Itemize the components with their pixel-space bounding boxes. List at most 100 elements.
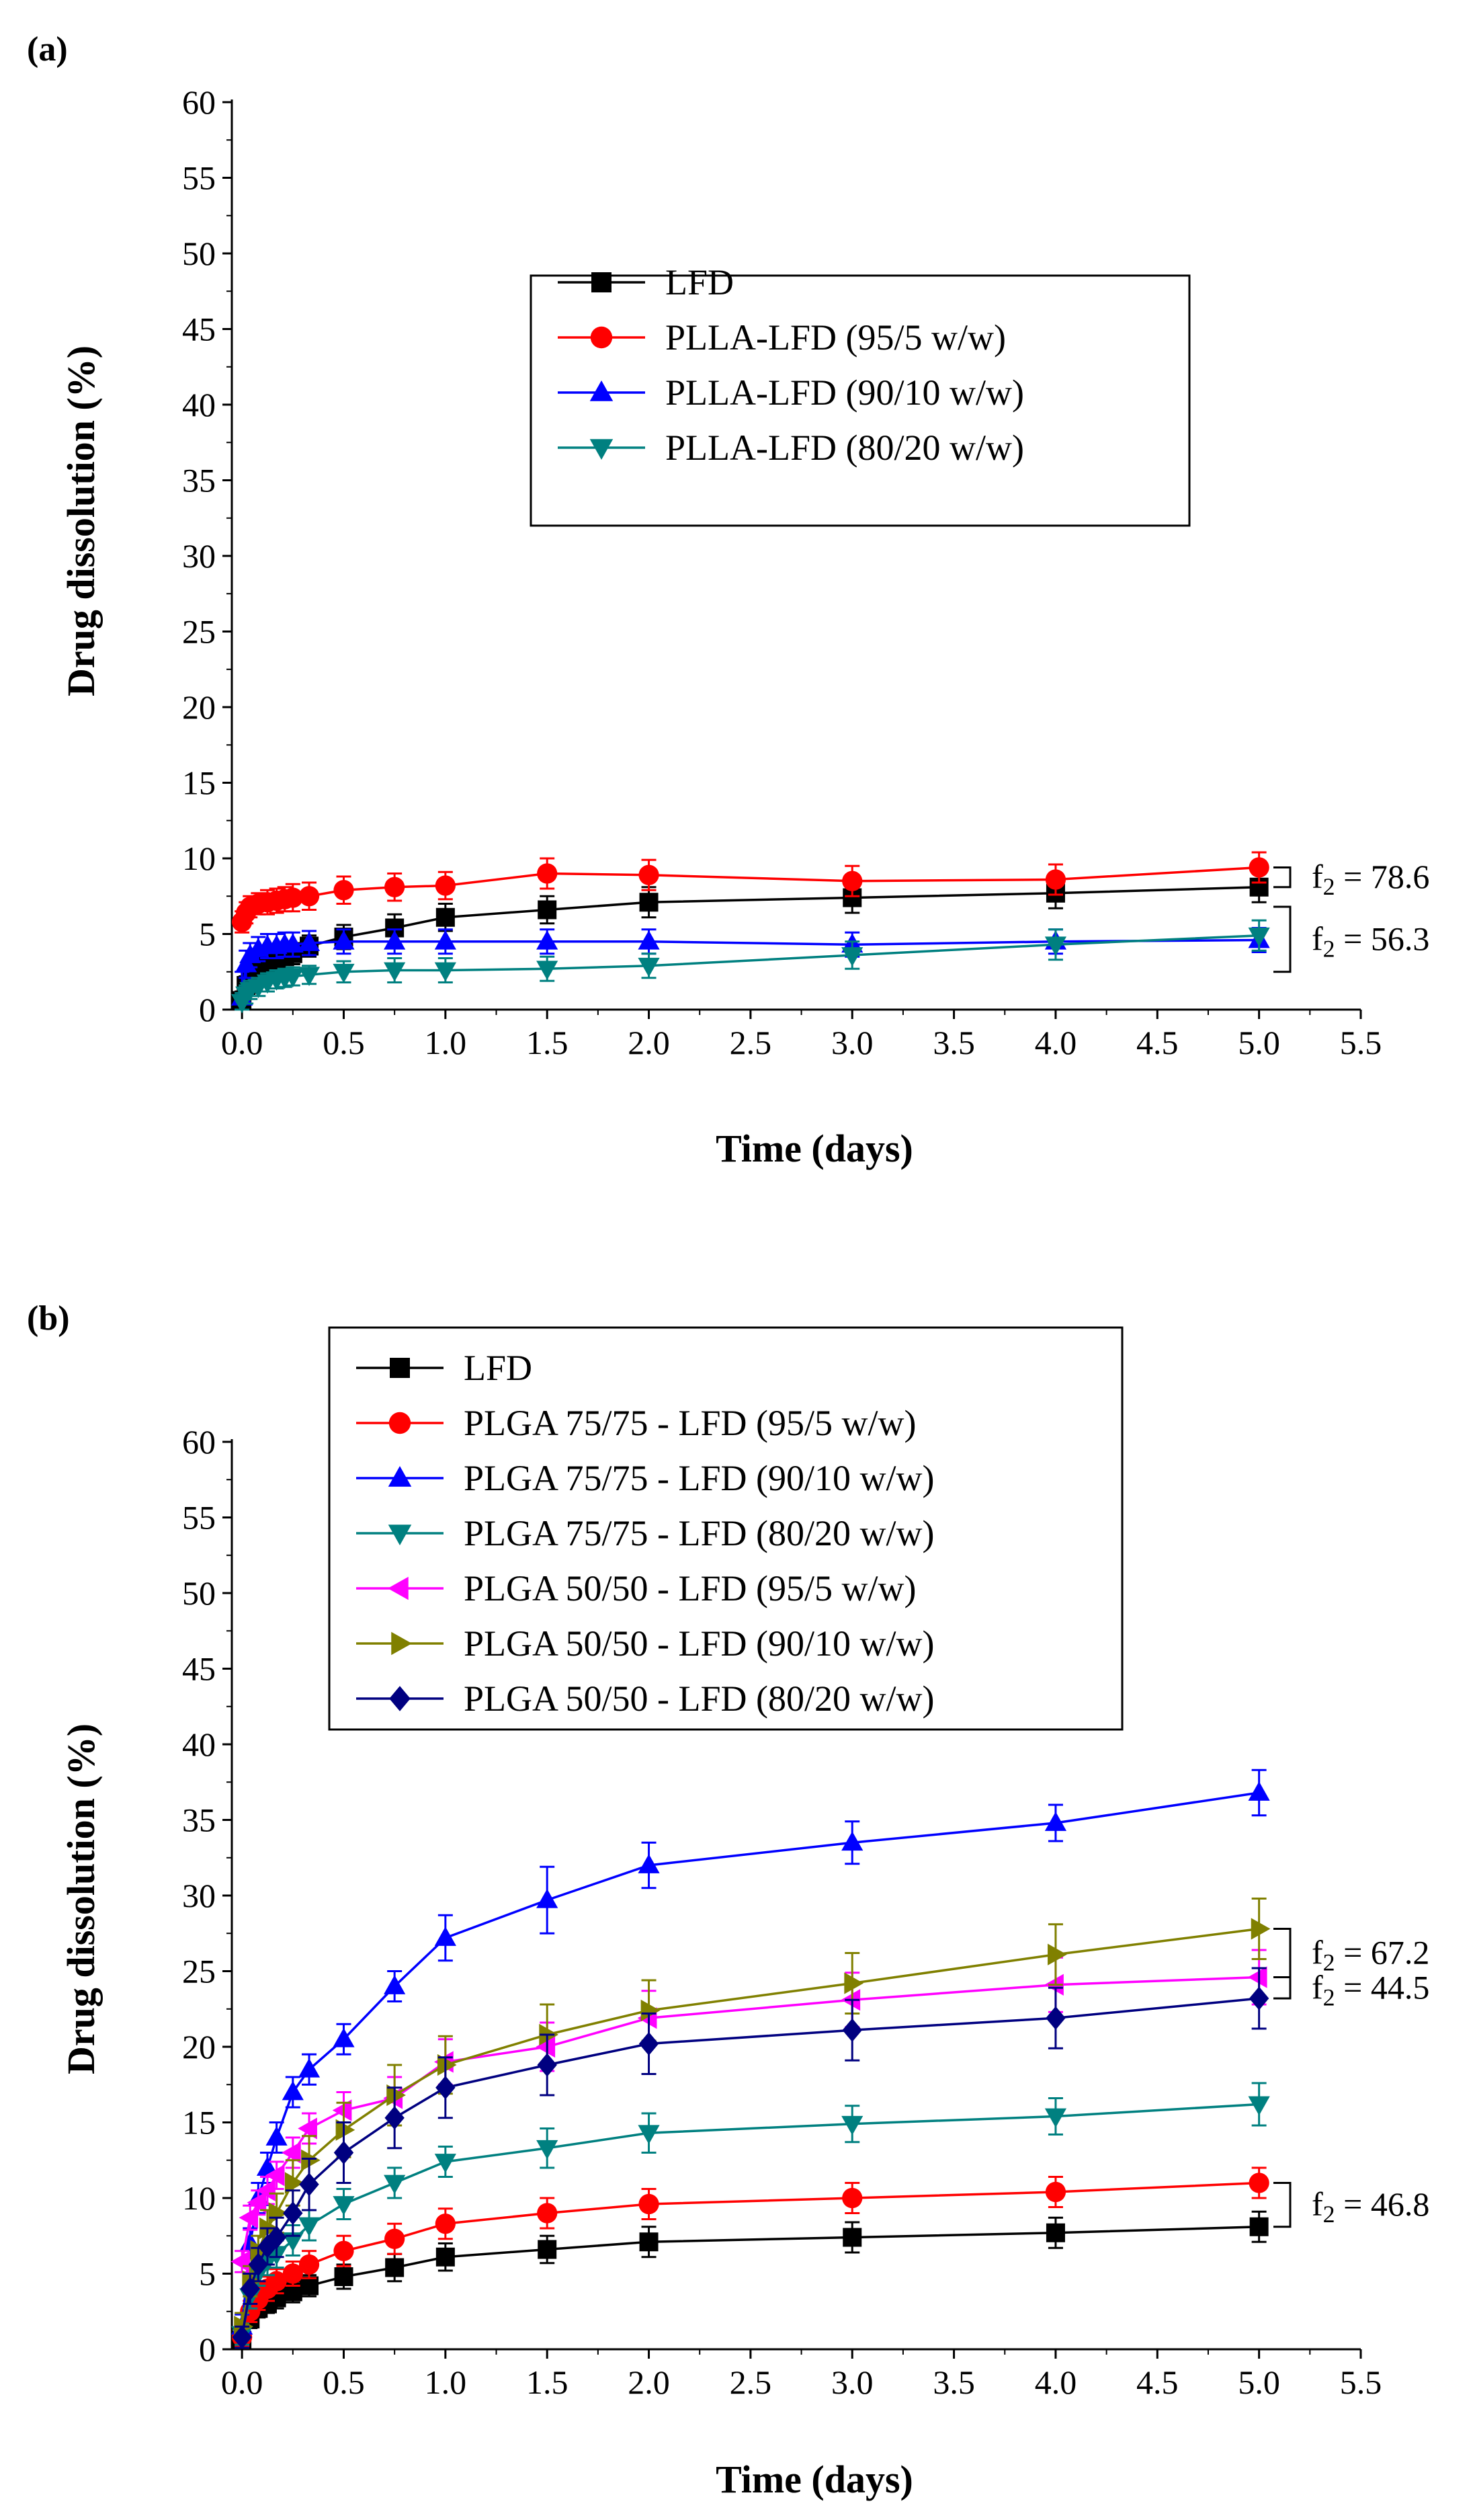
x-tick-label: 3.0: [831, 2363, 874, 2401]
data-point: [282, 2263, 303, 2284]
data-point: [435, 907, 455, 927]
x-tick-label: 0.5: [323, 1024, 365, 1061]
data-point: [282, 933, 304, 953]
x-tick-label: 2.5: [730, 2363, 772, 2401]
data-point: [384, 930, 406, 950]
y-tick-label: 5: [199, 916, 216, 953]
data-point: [334, 2267, 353, 2286]
legend-marker: [589, 439, 614, 460]
y-tick-label: 30: [182, 537, 216, 575]
legend-label: PLLA-LFD (80/20 w/w): [665, 428, 1024, 468]
x-tick-label: 4.5: [1136, 2363, 1179, 2401]
data-point: [842, 870, 863, 891]
y-tick-label: 0: [199, 2330, 216, 2368]
y-tick-label: 60: [182, 1423, 216, 1461]
data-point: [638, 930, 660, 950]
data-point: [434, 2154, 456, 2173]
data-point: [843, 2228, 862, 2247]
data-point: [435, 2247, 455, 2267]
legend-marker: [390, 1358, 410, 1378]
f2-label: f2 = 44.5: [1312, 1968, 1429, 2010]
legend-marker: [388, 1466, 412, 1487]
data-point: [265, 2164, 285, 2187]
data-point: [232, 2325, 252, 2349]
x-tick-label: 2.0: [628, 1024, 670, 1061]
data-point: [434, 930, 456, 950]
data-point: [282, 2080, 304, 2101]
legend-label: LFD: [464, 1348, 532, 1388]
data-point: [385, 2258, 405, 2277]
legend-marker: [388, 1412, 411, 1434]
data-point: [384, 2174, 406, 2195]
data-point: [841, 2115, 863, 2136]
data-point: [844, 1972, 864, 1994]
data-point: [638, 864, 659, 885]
data-point: [283, 2201, 303, 2225]
x-tick-label: 5.0: [1238, 2363, 1280, 2401]
data-point: [239, 2207, 259, 2229]
f2-bracket: [1273, 2182, 1292, 2228]
data-point: [638, 2193, 659, 2215]
data-point: [384, 2106, 405, 2130]
x-tick-label: 1.0: [425, 2363, 467, 2401]
data-point: [536, 2140, 558, 2160]
data-point: [298, 2117, 317, 2140]
data-point: [638, 957, 660, 977]
data-point: [333, 2027, 355, 2047]
panel-a-y-axis-label: Drug dissolution (%): [59, 346, 103, 696]
data-point: [536, 961, 558, 981]
data-point: [842, 2187, 863, 2209]
y-tick-label: 45: [182, 1650, 216, 1688]
y-tick-label: 35: [182, 462, 216, 499]
y-tick-label: 15: [182, 2104, 216, 2142]
panel-a-plot: 0 5 10 15 20 25 30 35 40 45 50 55 60 0.0 0.5 1.0 1.5 2.0 2…: [182, 83, 1429, 1061]
data-point: [536, 2035, 556, 2058]
y-tick-label: 15: [182, 764, 216, 802]
data-point: [1044, 1812, 1067, 1831]
f2-bracket: [1273, 1976, 1292, 2000]
data-point: [282, 887, 303, 908]
legend-box: [328, 1326, 1124, 1731]
data-point: [282, 2232, 304, 2252]
y-tick-label: 40: [182, 1725, 216, 1763]
data-point: [435, 2076, 456, 2100]
data-point: [298, 2217, 321, 2237]
data-point: [384, 877, 405, 897]
data-point: [841, 947, 863, 967]
data-point: [332, 2099, 352, 2121]
x-tick-label: 4.5: [1136, 1024, 1179, 1061]
legend-label: PLLA-LFD (95/5 w/w): [665, 317, 1006, 358]
y-tick-label: 20: [182, 688, 216, 726]
data-point: [1249, 2172, 1269, 2193]
series-triangle-down: [231, 919, 1270, 1014]
y-tick-label: 0: [199, 991, 216, 1028]
x-tick-label: 3.5: [933, 2363, 975, 2401]
data-point: [640, 1999, 661, 2022]
data-point: [437, 2054, 457, 2076]
f2-annotation: f2 = 67.2: [1273, 1928, 1429, 1978]
data-point: [299, 2172, 319, 2197]
y-tick-label: 50: [182, 1574, 216, 1612]
data-point: [435, 875, 456, 896]
data-point: [1044, 936, 1067, 957]
x-tick-label: 5.0: [1238, 1024, 1280, 1061]
y-tick-label: 35: [182, 1801, 216, 1839]
series-circle: [232, 2166, 1269, 2348]
data-point: [384, 1975, 406, 1994]
legend-box: [530, 274, 1191, 527]
legend-label: PLGA 75/75 - LFD (90/10 w/w): [464, 1458, 935, 1498]
legend-label: PLGA 50/50 - LFD (95/5 w/w): [464, 1568, 917, 1609]
data-point: [1044, 2108, 1067, 2128]
data-point: [298, 967, 321, 987]
legend-label: PLGA 50/50 - LFD (90/10 w/w): [464, 1623, 935, 1664]
x-tick-label: 4.0: [1035, 1024, 1077, 1061]
legend-marker: [388, 1525, 412, 1545]
legend-marker: [591, 272, 612, 292]
y-tick-label: 5: [199, 2255, 216, 2293]
data-point: [536, 1888, 558, 1908]
y-tick-label: 20: [182, 2028, 216, 2066]
data-point: [536, 930, 558, 950]
data-point: [1249, 2217, 1269, 2236]
data-point: [333, 2240, 354, 2261]
y-tick-label: 55: [182, 1499, 216, 1537]
